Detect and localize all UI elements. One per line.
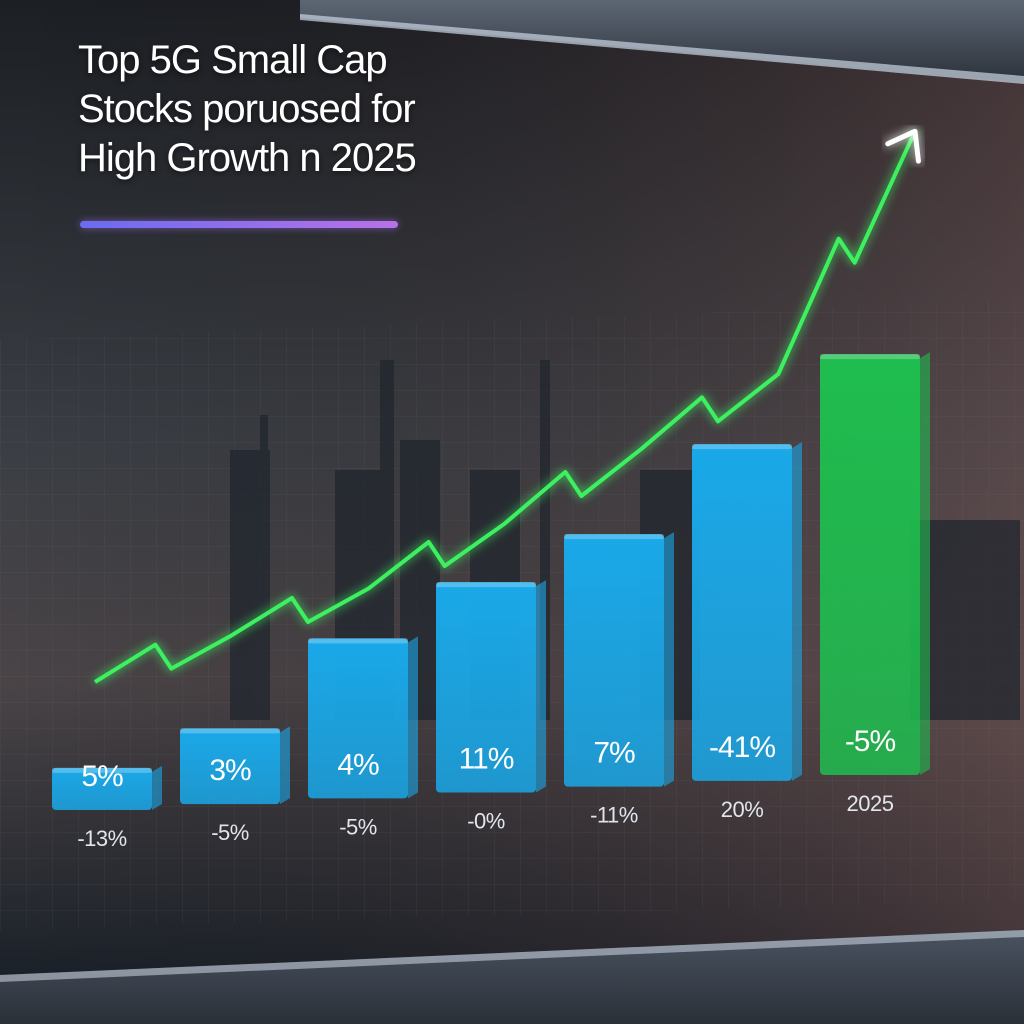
bar-top-highlight: [564, 534, 664, 540]
bar-data-label: 3%: [209, 754, 251, 787]
bar-top-highlight: [820, 354, 920, 360]
bar: [308, 638, 408, 799]
category-tick-label: 20%: [721, 797, 764, 822]
bar: [564, 534, 664, 787]
bar-top-highlight: [436, 582, 536, 588]
bars: [52, 352, 930, 810]
bar-data-label: 5%: [81, 760, 123, 793]
bar-side: [408, 636, 418, 799]
bar: [692, 444, 792, 781]
bar-data-label: -5%: [845, 725, 896, 758]
chart-title: Top 5G Small Cap Stocks poruosed for Hig…: [78, 36, 598, 183]
category-tick-label: -13%: [77, 826, 126, 851]
category-tick-label: -5%: [339, 814, 377, 839]
category-tick-label: -5%: [211, 820, 249, 845]
bar-top-highlight: [52, 767, 152, 773]
bar-top-highlight: [308, 638, 408, 644]
tick-labels: -13% -5% -5% -0% -11% 20% 2025: [77, 791, 894, 851]
bar-side: [280, 726, 290, 805]
trend-arrow-head: [885, 128, 921, 164]
category-tick-label: -0%: [467, 809, 505, 834]
bar-side: [152, 765, 162, 810]
chart-title-line: Stocks poruosed for: [78, 87, 416, 131]
bar-data-label: 7%: [593, 737, 635, 770]
chart-title-line: Top 5G Small Cap: [78, 38, 388, 82]
bar-side: [792, 442, 802, 781]
bar-data-label: -41%: [709, 731, 775, 764]
bar-side: [664, 532, 674, 787]
bar-side: [536, 580, 546, 793]
bar-top-highlight: [180, 728, 280, 734]
bar-top-highlight: [692, 444, 792, 450]
bar-data-label: 4%: [337, 748, 379, 781]
bar: [820, 354, 920, 775]
title-accent-line: [80, 221, 398, 228]
trend-line: [93, 130, 917, 684]
bar: [52, 767, 152, 810]
data-labels: 5% 3% 4% 11% 7% -41% -5%: [81, 725, 896, 793]
bar-data-label: 11%: [459, 743, 514, 776]
category-tick-label: -11%: [590, 803, 638, 828]
chart-title-line: High Growth n 2025: [78, 136, 417, 180]
bar: [180, 728, 280, 805]
bar-side: [920, 352, 930, 775]
category-tick-label: 2025: [847, 791, 894, 816]
bar: [436, 582, 536, 793]
